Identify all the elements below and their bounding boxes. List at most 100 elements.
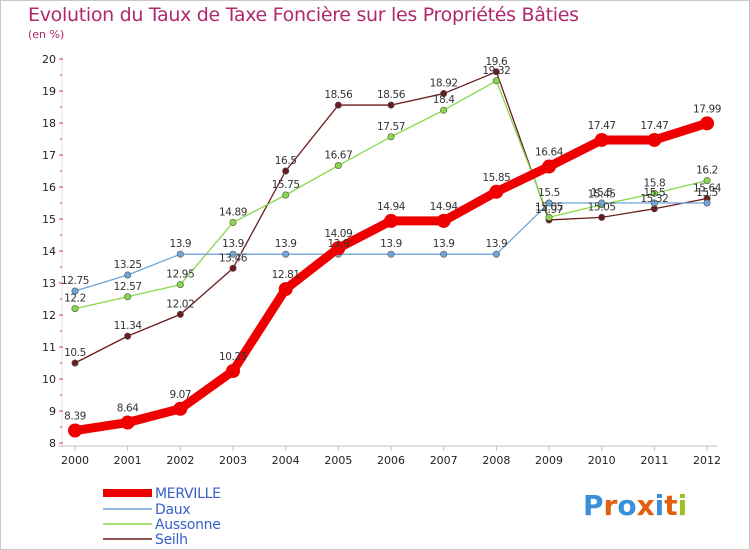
data-point-seilh — [71, 359, 79, 367]
data-label-aussonne: 18.4 — [433, 94, 455, 106]
data-label-daux: 15.5 — [538, 187, 560, 199]
data-point-merville — [700, 116, 715, 131]
legend-label-daux: Daux — [155, 502, 190, 518]
data-point-seilh — [387, 101, 395, 109]
x-tick-label: 2011 — [640, 454, 668, 467]
data-point-aussonne — [703, 177, 711, 185]
x-tick-label: 2012 — [693, 454, 721, 467]
y-tick-label: 20 — [42, 53, 56, 66]
y-tick-label: 18 — [42, 117, 56, 130]
data-point-merville — [120, 415, 135, 430]
data-point-aussonne — [650, 189, 658, 197]
data-point-merville — [173, 401, 188, 416]
data-label-daux: 12.75 — [61, 275, 89, 287]
data-label-seilh: 16.5 — [275, 155, 297, 167]
data-label-daux: 13.25 — [114, 259, 142, 271]
logo-letter: t — [664, 489, 678, 522]
data-label-seilh: 15.32 — [640, 193, 668, 205]
x-tick-label: 2003 — [219, 454, 247, 467]
data-point-seilh — [440, 90, 448, 98]
data-label-merville: 15.85 — [482, 172, 510, 184]
data-point-seilh — [229, 264, 237, 272]
data-point-aussonne — [545, 213, 553, 221]
data-label-merville: 16.64 — [535, 147, 564, 159]
data-point-aussonne — [282, 191, 290, 199]
data-label-merville: 9.07 — [169, 389, 191, 401]
data-label-seilh: 15.64 — [693, 183, 722, 195]
data-label-daux: 13.9 — [222, 238, 244, 250]
data-label-merville: 10.25 — [219, 351, 247, 363]
data-point-aussonne — [387, 133, 395, 141]
data-label-daux: 13.9 — [327, 238, 349, 250]
y-tick-label: 19 — [42, 85, 56, 98]
data-point-aussonne — [492, 77, 500, 85]
y-tick-label: 9 — [49, 405, 56, 418]
y-tick-label: 13 — [42, 277, 56, 290]
x-tick-label: 2004 — [272, 454, 300, 467]
x-tick-label: 2005 — [324, 454, 352, 467]
data-label-aussonne: 12.95 — [166, 269, 194, 281]
logo-letter: P — [583, 489, 604, 522]
data-label-aussonne: 14.89 — [219, 207, 247, 219]
data-label-daux: 15.5 — [643, 187, 665, 199]
data-point-seilh — [492, 68, 500, 76]
data-point-merville — [331, 241, 346, 256]
y-tick-label: 11 — [42, 341, 56, 354]
data-point-seilh — [598, 213, 606, 221]
data-point-merville — [594, 132, 609, 147]
data-label-aussonne: 15.45 — [588, 189, 616, 201]
data-label-aussonne: 15.75 — [272, 179, 300, 191]
data-label-seilh: 18.92 — [430, 78, 458, 90]
data-point-merville — [489, 184, 504, 199]
data-point-aussonne — [176, 281, 184, 289]
y-tick-label: 17 — [42, 149, 56, 162]
x-tick-label: 2000 — [61, 454, 89, 467]
data-label-aussonne: 16.67 — [324, 150, 352, 162]
legend-label-aussonne: Aussonne — [155, 517, 221, 533]
data-label-seilh: 18.56 — [377, 89, 406, 101]
data-point-seilh — [282, 167, 290, 175]
data-point-merville — [542, 159, 557, 174]
data-point-seilh — [650, 205, 658, 213]
data-point-daux — [229, 250, 237, 258]
data-label-merville: 17.99 — [693, 103, 721, 115]
data-label-aussonne: 17.57 — [377, 121, 405, 133]
data-label-seilh: 14.97 — [535, 204, 563, 216]
data-label-seilh: 13.46 — [219, 252, 248, 264]
data-point-seilh — [176, 310, 184, 318]
data-label-aussonne: 12.2 — [64, 293, 86, 305]
data-label-daux: 13.9 — [380, 238, 402, 250]
x-tick-label: 2010 — [588, 454, 616, 467]
data-point-merville — [278, 282, 293, 297]
data-label-merville: 14.94 — [377, 201, 406, 213]
chart-subtitle: (en %) — [28, 28, 65, 41]
data-point-daux — [387, 250, 395, 258]
y-tick-label: 16 — [42, 181, 56, 194]
data-label-daux: 15.5 — [696, 187, 718, 199]
logo-letter: i — [654, 489, 665, 522]
x-tick-label: 2008 — [482, 454, 510, 467]
data-labels: 10.5 11.34 12.02 13.46 16.5 18.56 18.56 18.92 19… — [61, 56, 722, 423]
data-point-daux — [176, 250, 184, 258]
data-label-aussonne: 16.2 — [696, 165, 718, 177]
data-label-daux: 13.9 — [169, 238, 191, 250]
logo-letter: r — [603, 489, 618, 522]
data-point-merville — [226, 364, 241, 378]
data-point-aussonne — [124, 293, 132, 301]
data-point-merville — [647, 132, 662, 147]
data-point-daux — [282, 250, 290, 258]
data-label-merville: 14.09 — [324, 228, 352, 240]
data-label-aussonne: 19.32 — [482, 65, 510, 77]
data-label-merville: 8.64 — [117, 403, 139, 415]
y-tick-label: 10 — [42, 373, 56, 386]
data-point-merville — [436, 213, 451, 228]
data-label-aussonne: 15.05 — [535, 201, 563, 213]
series-lines — [68, 68, 715, 438]
data-label-daux: 13.9 — [275, 238, 297, 250]
data-label-merville: 17.47 — [588, 120, 616, 132]
data-label-seilh: 12.02 — [166, 298, 194, 310]
proxiti-logo: Proxiti — [583, 489, 687, 522]
data-point-daux — [71, 287, 79, 295]
